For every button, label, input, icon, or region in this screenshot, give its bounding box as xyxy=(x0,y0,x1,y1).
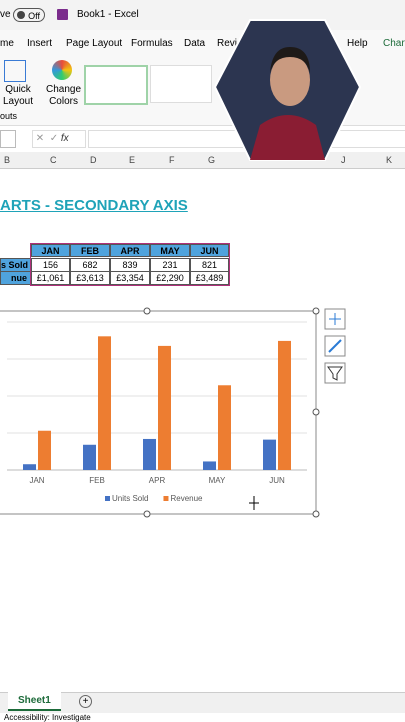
bar xyxy=(23,464,36,470)
change-colors-icon[interactable] xyxy=(52,60,72,80)
handle[interactable] xyxy=(312,510,320,518)
header-cell: MAY xyxy=(150,244,190,257)
chart-filters-button[interactable] xyxy=(324,362,346,384)
person-face xyxy=(270,54,310,106)
x-tick-label: FEB xyxy=(89,476,105,485)
save-icon[interactable] xyxy=(57,9,68,20)
add-sheet[interactable]: + xyxy=(79,695,92,708)
row-label-cell: s Sold xyxy=(0,258,31,272)
person-body xyxy=(250,115,325,160)
ribbon-tab[interactable]: Page Layout xyxy=(66,38,123,49)
ribbon-tab[interactable]: me xyxy=(0,38,14,49)
ribbon-tab[interactable]: Revie xyxy=(217,38,243,49)
data-cell: 156 xyxy=(31,258,70,272)
row-label-cell: nue xyxy=(0,271,31,285)
bar xyxy=(143,438,156,470)
column-header: E xyxy=(129,155,136,165)
data-cell: £3,613 xyxy=(70,271,110,285)
data-cell: 839 xyxy=(110,258,150,272)
plus-icon xyxy=(329,313,341,325)
label: Change xyxy=(46,84,82,95)
quick-layout-icon[interactable] xyxy=(4,60,26,82)
chart: JAN FEB APR MAY JUN Units Sold Revenue xyxy=(0,307,346,518)
sheet-tab-bar xyxy=(0,692,405,713)
label: Quick xyxy=(5,84,31,95)
data-cell: £3,354 xyxy=(110,271,150,285)
sheet-title: ARTS - SECONDARY AXIS xyxy=(0,197,188,214)
x-tick-label: JUN xyxy=(269,476,285,485)
ribbon-tab[interactable]: Chart xyxy=(383,38,405,49)
data-cell: £1,061 xyxy=(31,271,70,285)
column-header: J xyxy=(341,155,346,165)
legend-label: Revenue xyxy=(170,494,203,503)
bar xyxy=(98,336,111,470)
column-header: G xyxy=(208,155,216,165)
person-hair xyxy=(270,47,310,73)
bar xyxy=(263,439,276,470)
header-cell: JAN xyxy=(31,244,70,257)
group-label: outs xyxy=(0,111,18,121)
data-cell: £2,290 xyxy=(150,271,190,285)
quick-layout[interactable]: Quick Layout xyxy=(3,84,33,108)
column-header: C xyxy=(50,155,57,165)
change-colors[interactable]: Change Colors xyxy=(46,84,81,108)
legend-label: Units Sold xyxy=(112,494,148,503)
data-cell: 231 xyxy=(150,258,190,272)
bar xyxy=(218,385,231,470)
legend-swatch xyxy=(105,496,110,501)
column-header: K xyxy=(386,155,393,165)
handle[interactable] xyxy=(143,307,151,315)
fx[interactable]: fx xyxy=(60,133,69,144)
handle[interactable] xyxy=(312,408,320,416)
label: Layout xyxy=(3,96,34,107)
column-header: F xyxy=(169,155,175,165)
bar xyxy=(83,444,96,470)
filter-icon xyxy=(327,366,343,381)
sheet-tab[interactable]: Sheet1 xyxy=(8,692,61,711)
x-tick-label: APR xyxy=(149,476,166,485)
bar xyxy=(158,345,171,470)
ribbon-tab[interactable]: Insert xyxy=(27,38,53,49)
webcam-overlay xyxy=(213,19,362,161)
x-tick-label: JAN xyxy=(29,476,44,485)
chart-style-thumb[interactable] xyxy=(150,65,212,103)
bar xyxy=(278,340,291,470)
header-cell: APR xyxy=(110,244,150,257)
formula-buttons: ✕ ✓ fx xyxy=(32,130,86,148)
label: Colors xyxy=(49,96,78,107)
bar xyxy=(38,430,51,470)
autosave-label: ve xyxy=(0,9,11,20)
header-cell: JUN xyxy=(190,244,229,257)
x-tick-label: MAY xyxy=(209,476,226,485)
column-header: D xyxy=(90,155,97,165)
column-header: B xyxy=(4,155,11,165)
toggle-text: Off xyxy=(28,11,40,21)
handle[interactable] xyxy=(143,510,151,518)
toggle-knob xyxy=(17,11,25,19)
ribbon-tab[interactable]: Help xyxy=(347,38,368,49)
name-box[interactable] xyxy=(0,130,16,148)
header-cell: FEB xyxy=(70,244,110,257)
data-cell: £3,489 xyxy=(190,271,229,285)
move-cursor xyxy=(249,496,259,510)
bar xyxy=(203,461,216,470)
ribbon-tab[interactable]: Formulas xyxy=(131,38,173,49)
ribbon-tab[interactable]: Data xyxy=(184,38,206,49)
autosave-toggle[interactable]: Off xyxy=(13,8,45,22)
chart-style-thumb[interactable] xyxy=(84,65,148,105)
data-cell: 821 xyxy=(190,258,229,272)
data-cell: 682 xyxy=(70,258,110,272)
brush-icon xyxy=(328,339,342,353)
status-bar: Accessibility: Investigate xyxy=(4,713,91,722)
legend-swatch xyxy=(163,496,169,501)
file-name: Book1 - Excel xyxy=(77,9,139,20)
handle[interactable] xyxy=(312,307,320,315)
